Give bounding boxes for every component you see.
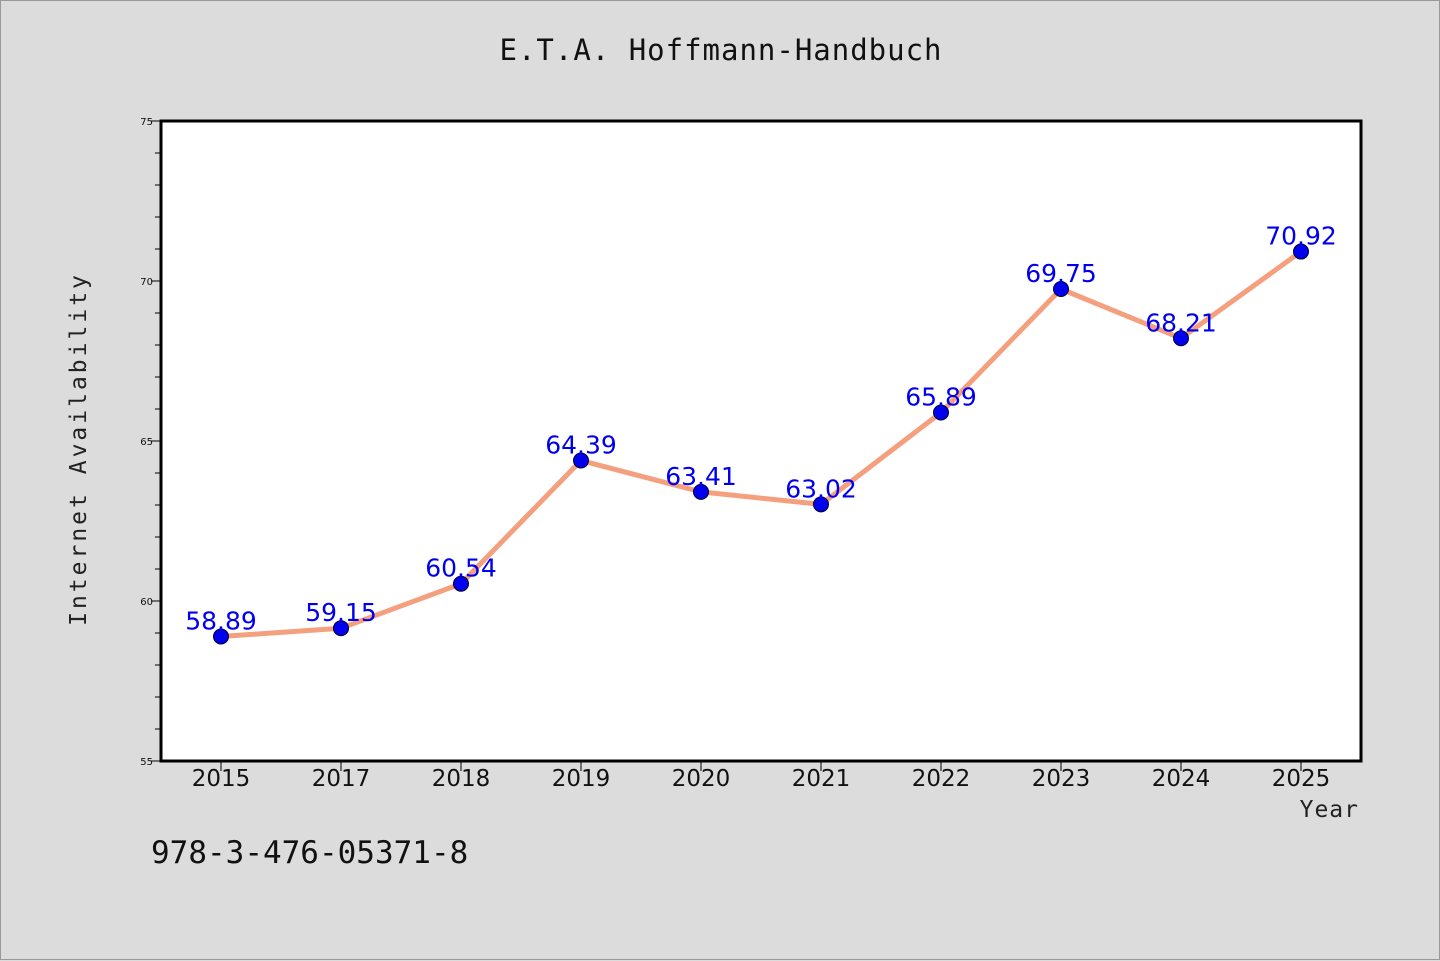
data-points (213, 243, 1309, 645)
y-tick-label: 55 (140, 757, 153, 768)
plot-area (159, 119, 1363, 763)
data-label: 64.39 (545, 431, 617, 460)
x-tick-label: 2020 (672, 766, 731, 792)
x-tick-label: 2019 (552, 766, 611, 792)
data-label: 58.89 (185, 607, 257, 636)
data-point (813, 496, 829, 513)
y-tick-label: 70 (140, 277, 153, 288)
data-point (1293, 243, 1309, 260)
x-axis-label: Year (1299, 797, 1359, 823)
data-point (213, 628, 229, 645)
isbn-footer: 978-3-476-05371-8 (151, 835, 469, 871)
series-line (220, 249, 1303, 640)
data-point (573, 452, 589, 469)
y-tick-label: 75 (140, 117, 153, 128)
x-tick-label: 2018 (432, 766, 491, 792)
data-label: 63.02 (785, 474, 857, 503)
data-label: 65.89 (905, 383, 977, 412)
data-point (1053, 281, 1069, 297)
y-tick-label: 65 (140, 437, 153, 448)
data-point (453, 575, 469, 592)
data-labels: 58.89 59.15 60.54 64.39 63.41 63.02 65.89 69.75… (185, 222, 1337, 636)
data-label: 59.15 (305, 598, 377, 627)
x-tick-label: 2025 (1272, 766, 1331, 792)
x-axis-ticks: 2015 2017 2018 2019 2020 2021 2022 2023 2024 2025 (192, 761, 1331, 792)
chart-title: E.T.A. Hoffmann-Handbuch (499, 33, 943, 67)
y-tick-label: 60 (140, 597, 153, 608)
data-point (933, 404, 949, 421)
data-label: 60.54 (425, 554, 497, 583)
data-point (693, 483, 709, 500)
data-point (1173, 330, 1189, 347)
x-tick-label: 2015 (192, 766, 251, 792)
x-tick-label: 2021 (792, 766, 851, 792)
x-tick-label: 2022 (912, 766, 971, 792)
x-tick-label: 2024 (1152, 766, 1211, 792)
x-tick-label: 2017 (312, 766, 371, 792)
data-point (333, 620, 349, 637)
data-label: 68.21 (1145, 308, 1217, 337)
data-label: 63.41 (665, 462, 737, 491)
data-label: 69.75 (1025, 259, 1097, 288)
y-axis-ticks: 55 60 65 70 75 (140, 117, 161, 768)
data-label: 70.92 (1265, 222, 1337, 251)
x-tick-label: 2023 (1032, 766, 1091, 792)
